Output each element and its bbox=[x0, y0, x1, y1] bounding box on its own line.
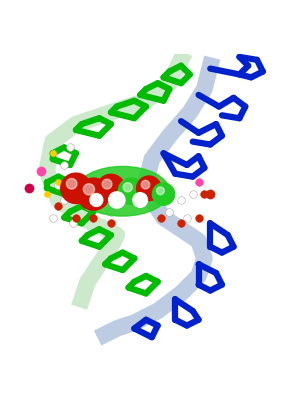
Circle shape bbox=[133, 193, 147, 207]
Circle shape bbox=[123, 183, 132, 192]
Circle shape bbox=[141, 180, 150, 189]
Circle shape bbox=[137, 176, 161, 200]
Circle shape bbox=[109, 192, 125, 208]
Ellipse shape bbox=[76, 166, 169, 216]
Circle shape bbox=[157, 187, 164, 195]
Circle shape bbox=[102, 179, 112, 189]
Circle shape bbox=[66, 178, 77, 189]
Circle shape bbox=[90, 194, 103, 206]
Circle shape bbox=[61, 173, 91, 204]
Circle shape bbox=[97, 174, 125, 202]
Circle shape bbox=[83, 184, 95, 195]
Circle shape bbox=[77, 178, 110, 210]
Circle shape bbox=[118, 178, 145, 204]
Circle shape bbox=[152, 183, 175, 205]
